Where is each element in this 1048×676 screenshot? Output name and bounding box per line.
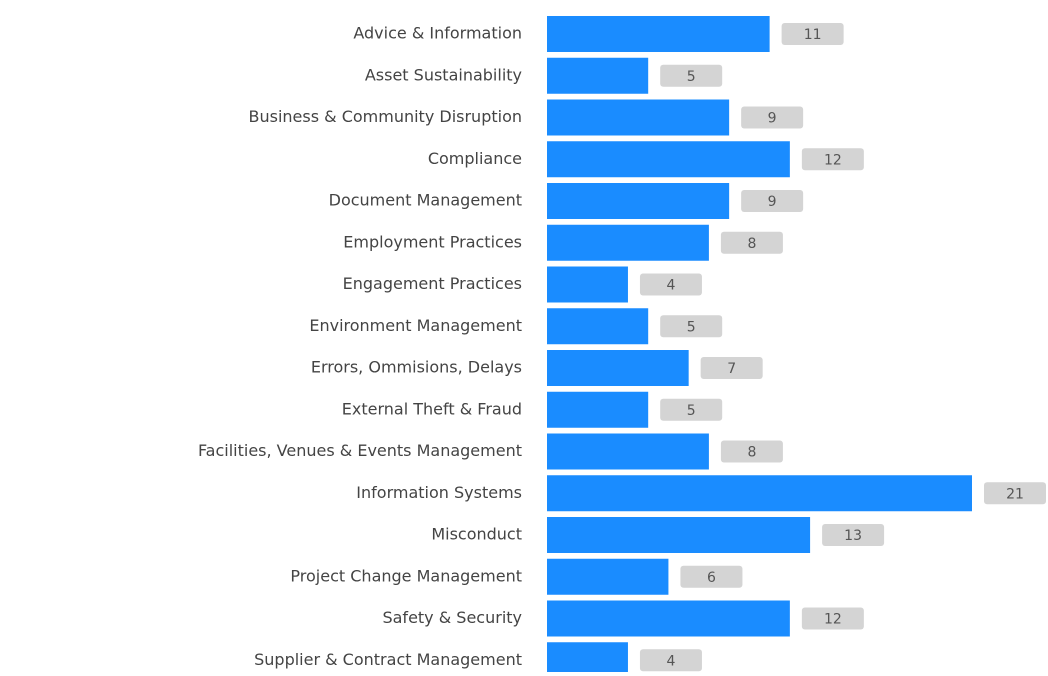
- data-label: 12: [824, 152, 842, 168]
- category-label: Asset Sustainability: [365, 65, 522, 84]
- bar: [547, 391, 649, 428]
- data-label: 9: [768, 111, 777, 127]
- bar: [547, 642, 628, 676]
- data-label: 9: [768, 194, 777, 210]
- data-label: 11: [804, 27, 822, 43]
- data-label: 4: [666, 653, 675, 669]
- data-label-box: [639, 273, 702, 296]
- bar: [547, 558, 669, 595]
- bar: [547, 350, 689, 386]
- data-label-box: [801, 607, 864, 630]
- data-label-box: [720, 440, 783, 463]
- data-label-box: [822, 524, 885, 546]
- data-label-box: [660, 398, 723, 421]
- category-label: Errors, Ommisions, Delays: [311, 358, 522, 377]
- data-label: 5: [687, 69, 696, 85]
- category-label: Employment Practices: [343, 232, 522, 251]
- category-label: Advice & Information: [353, 24, 522, 43]
- data-label: 8: [747, 445, 756, 461]
- category-label: Document Management: [329, 191, 522, 210]
- category-label: Project Change Management: [290, 566, 522, 585]
- bar: [547, 57, 649, 94]
- category-label: Engagement Practices: [343, 274, 522, 293]
- bar: [547, 600, 790, 637]
- category-label: Information Systems: [356, 483, 522, 502]
- bar: [547, 517, 811, 553]
- bar: [547, 475, 972, 512]
- category-label: Compliance: [428, 149, 522, 168]
- data-label: 7: [727, 361, 736, 377]
- data-label-box: [984, 482, 1046, 505]
- data-label: 4: [666, 278, 675, 294]
- data-label-box: [660, 315, 723, 338]
- data-label-box: [639, 649, 702, 672]
- category-label: Supplier & Contract Management: [254, 650, 522, 669]
- bar: [547, 141, 790, 178]
- bar: [547, 183, 730, 219]
- data-label: 5: [687, 319, 696, 335]
- data-label: 6: [707, 570, 716, 586]
- data-label: 5: [687, 403, 696, 419]
- data-label: 12: [824, 612, 842, 628]
- bar: [547, 16, 770, 52]
- data-label-box: [801, 148, 864, 171]
- data-label-box: [741, 106, 804, 129]
- data-label: 21: [1006, 486, 1024, 502]
- data-label-box: [660, 64, 723, 87]
- data-label-box: [781, 23, 844, 45]
- category-label: Safety & Security: [382, 608, 522, 627]
- bar: [547, 266, 628, 303]
- bar: [547, 224, 709, 261]
- category-label: Business & Community Disruption: [248, 107, 522, 126]
- bar: [547, 433, 709, 470]
- data-label-box: [680, 565, 743, 588]
- bar: [547, 308, 649, 345]
- data-label-box: [741, 190, 804, 212]
- category-label: Misconduct: [431, 525, 522, 544]
- category-label: Facilities, Venues & Events Management: [198, 441, 522, 460]
- data-label-box: [720, 231, 783, 254]
- data-label-box: [700, 357, 763, 379]
- data-label: 13: [844, 528, 862, 544]
- data-label: 8: [747, 236, 756, 252]
- category-label: Environment Management: [309, 316, 522, 335]
- category-label: External Theft & Fraud: [342, 399, 522, 418]
- bar: [547, 99, 730, 136]
